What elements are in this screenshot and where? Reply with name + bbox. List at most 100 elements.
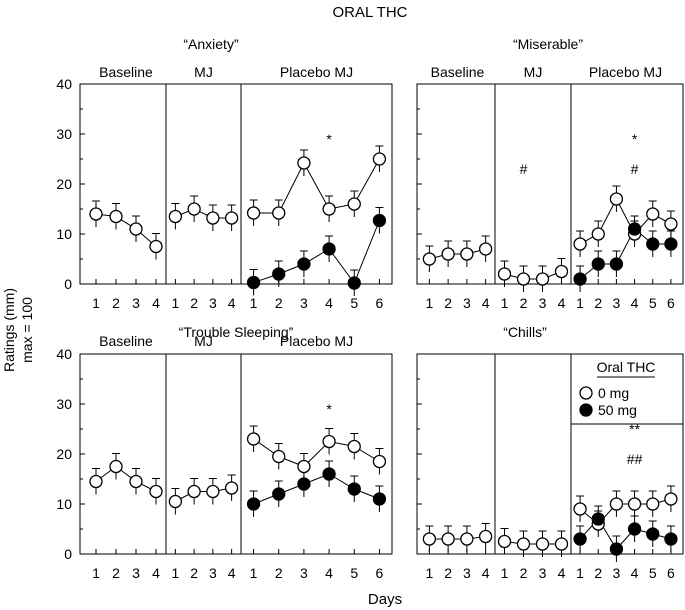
phase-label: MJ	[194, 64, 213, 80]
phase-label: Baseline	[431, 64, 485, 80]
x-tick-label: 3	[539, 565, 547, 581]
x-tick-label: 4	[228, 565, 236, 581]
data-point	[441, 247, 455, 261]
data-point	[664, 492, 678, 506]
data-point	[89, 474, 103, 489]
x-tick-label: 3	[132, 295, 140, 311]
x-tick-label: 3	[209, 295, 217, 311]
x-tick-label: 1	[425, 295, 433, 311]
data-point	[224, 211, 239, 225]
panel-frame	[416, 353, 684, 555]
x-tick-label: 4	[152, 295, 160, 311]
data-point	[664, 532, 678, 546]
x-tick-label: 4	[325, 565, 333, 581]
data-point	[129, 222, 143, 236]
data-point	[554, 537, 569, 551]
data-point	[206, 484, 220, 499]
data-point	[297, 156, 311, 170]
significance-marker: **	[629, 421, 640, 437]
x-tick-label: 2	[444, 295, 452, 311]
x-tick-label: 5	[649, 565, 657, 581]
y-axis-label-line2: max = 100	[19, 297, 35, 363]
data-point	[627, 522, 642, 536]
data-point	[478, 242, 493, 256]
data-point	[591, 257, 605, 271]
x-axis-label: Days	[368, 591, 402, 608]
data-point	[609, 192, 624, 206]
phase-label: Placebo MJ	[280, 333, 353, 349]
data-point	[609, 497, 624, 511]
data-point	[372, 454, 387, 469]
data-point	[609, 542, 624, 556]
x-tick-label: 2	[520, 295, 528, 311]
x-tick-label: 2	[594, 295, 602, 311]
x-tick-label: 6	[667, 295, 675, 311]
significance-marker: *	[632, 131, 638, 147]
x-tick-label: 4	[558, 565, 566, 581]
y-tick-label: 10	[56, 496, 72, 512]
y-tick-label: 40	[56, 346, 72, 362]
data-point	[554, 264, 569, 279]
data-point	[246, 497, 261, 511]
data-point	[129, 474, 143, 489]
data-point	[591, 227, 605, 241]
data-point	[627, 497, 642, 511]
significance-marker: *	[326, 401, 332, 417]
panel-title: “Chills”	[503, 324, 547, 340]
y-tick-label: 40	[56, 76, 72, 92]
data-point	[441, 532, 455, 546]
data-point	[246, 275, 261, 290]
x-tick-label: 6	[376, 295, 384, 311]
data-point	[627, 222, 642, 236]
series-line	[429, 536, 486, 540]
data-point	[297, 477, 311, 491]
data-point	[422, 532, 437, 546]
x-tick-label: 2	[190, 295, 198, 311]
data-point	[224, 481, 239, 495]
data-point	[109, 459, 123, 474]
data-point	[272, 487, 286, 501]
significance-marker: ##	[627, 451, 643, 467]
data-point	[664, 217, 678, 231]
x-tick-label: 4	[558, 295, 566, 311]
legend-marker-50mg	[579, 403, 593, 417]
data-point	[372, 213, 387, 228]
legend: Oral THC 0 mg 50 mg	[579, 359, 656, 418]
x-tick-label: 1	[171, 295, 179, 311]
x-tick-label: 6	[376, 565, 384, 581]
x-tick-label: 1	[501, 295, 509, 311]
data-point	[347, 197, 361, 211]
x-tick-label: 1	[501, 565, 509, 581]
panel-title: “Anxiety”	[183, 36, 239, 52]
data-point	[322, 202, 336, 216]
legend-label-50mg: 50 mg	[598, 402, 637, 418]
x-tick-label: 2	[275, 295, 283, 311]
data-point	[646, 207, 660, 221]
data-point	[246, 206, 261, 220]
data-point	[322, 242, 336, 256]
x-tick-label: 3	[613, 295, 621, 311]
x-tick-label: 1	[576, 295, 584, 311]
panel-title: “Trouble Sleeping”	[179, 324, 294, 340]
y-tick-label: 20	[56, 176, 72, 192]
phase-label: Baseline	[99, 64, 153, 80]
data-point	[460, 247, 474, 261]
x-tick-label: 2	[520, 565, 528, 581]
y-tick-label: 30	[56, 396, 72, 412]
x-tick-label: 1	[425, 565, 433, 581]
legend-title: Oral THC	[597, 359, 656, 375]
data-point	[206, 211, 220, 225]
x-tick-label: 4	[482, 565, 490, 581]
series-line	[504, 541, 562, 545]
significance-marker: #	[520, 161, 528, 177]
x-tick-label: 1	[576, 565, 584, 581]
data-point	[347, 482, 361, 496]
data-point	[372, 492, 387, 506]
series-line	[95, 465, 157, 492]
panel-3: “Chills”1 2 3 4 1 2 3 4 1 2 3 4 5 6**##	[416, 324, 684, 581]
significance-marker: *	[326, 131, 332, 147]
